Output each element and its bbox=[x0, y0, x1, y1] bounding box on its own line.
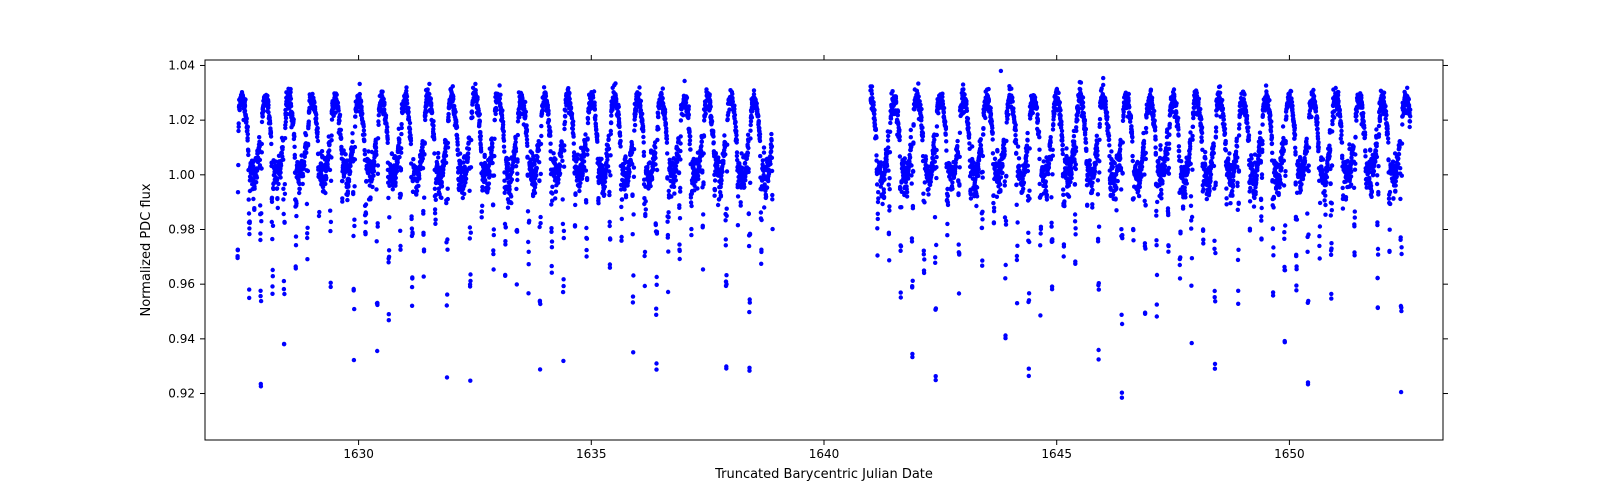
ytick-label: 1.00 bbox=[168, 168, 195, 182]
xtick-label: 1650 bbox=[1274, 447, 1305, 461]
xtick-label: 1630 bbox=[343, 447, 374, 461]
xtick-label: 1635 bbox=[576, 447, 607, 461]
ytick-label: 0.92 bbox=[168, 387, 195, 401]
ytick-label: 1.02 bbox=[168, 113, 195, 127]
xtick-label: 1645 bbox=[1041, 447, 1072, 461]
y-axis-label: Normalized PDC flux bbox=[139, 183, 154, 316]
light-curve-chart: 1630 1635 1640 1645 1650 0.92 0.94 0.96 0.98 1.00… bbox=[0, 0, 1600, 500]
xtick-label: 1640 bbox=[809, 447, 840, 461]
ytick-label: 0.98 bbox=[168, 222, 195, 236]
ytick-label: 1.04 bbox=[168, 58, 195, 72]
x-axis-label: Truncated Barycentric Julian Date bbox=[714, 467, 933, 482]
ytick-label: 0.96 bbox=[168, 277, 195, 291]
ytick-label: 0.94 bbox=[168, 332, 195, 346]
scatter-points bbox=[235, 69, 1412, 400]
